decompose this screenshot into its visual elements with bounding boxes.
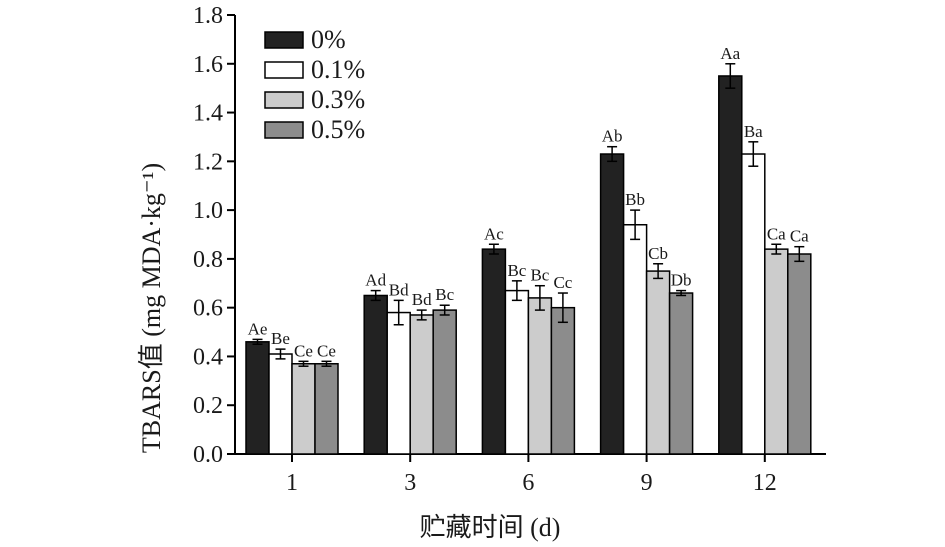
y-tick-label: 0.0	[193, 442, 223, 468]
x-tick-label: 3	[404, 470, 416, 496]
bar	[599, 153, 625, 455]
bar	[764, 248, 789, 455]
legend: 0%0.1%0.3%0.5%	[264, 25, 365, 144]
legend-label: 0%	[311, 25, 346, 54]
bar	[741, 153, 766, 455]
y-tick-label: 0.8	[193, 247, 223, 273]
y-tick-label: 1.8	[193, 3, 223, 29]
bar	[527, 297, 553, 455]
data-label: Ce	[294, 341, 313, 360]
y-tick-label: 1.2	[193, 149, 223, 175]
y-tick-label: 1.6	[193, 52, 223, 78]
x-axis-label: 贮藏时间 (d)	[420, 513, 561, 542]
x-tick-label: 12	[753, 470, 777, 496]
data-label: Bb	[625, 190, 645, 209]
legend-label: 0.1%	[311, 55, 365, 84]
data-label: Aa	[720, 44, 740, 63]
bar	[245, 341, 270, 455]
data-label: Ac	[484, 224, 504, 243]
y-axis-label: TBARS值 (mg MDA·kg⁻¹)	[137, 163, 166, 453]
x-tick-label: 6	[522, 470, 534, 496]
data-label: Be	[271, 329, 290, 348]
data-label: Bc	[530, 266, 549, 285]
y-axis: 0.0 0.2 0.4 0.6 0.8 1.0 1.2 1.4 1.6 1.8	[193, 3, 236, 468]
bar	[386, 311, 411, 455]
data-label: Ca	[790, 227, 809, 246]
legend-label: 0.3%	[311, 85, 365, 114]
data-label: Cc	[553, 273, 572, 292]
data-label: Db	[671, 271, 692, 290]
bar	[622, 223, 648, 455]
data-label: Bd	[389, 280, 409, 299]
data-label: Bc	[507, 261, 526, 280]
x-axis: 1 3 6 9 12	[235, 453, 826, 496]
bar	[718, 75, 743, 455]
data-label: Bd	[412, 290, 432, 309]
y-tick-label: 1.4	[193, 101, 223, 127]
bar	[787, 253, 812, 455]
y-tick-label: 1.0	[193, 198, 223, 224]
bar	[268, 353, 293, 455]
y-tick-label: 0.2	[193, 393, 223, 419]
x-tick-label: 1	[286, 470, 298, 496]
legend-swatch	[264, 31, 304, 49]
x-tick-label: 9	[641, 470, 653, 496]
bar	[550, 306, 576, 455]
data-label: Ca	[767, 224, 786, 243]
data-label: Ae	[248, 319, 268, 338]
bar	[481, 248, 507, 455]
bar	[432, 309, 457, 455]
legend-swatch	[264, 61, 304, 79]
y-tick-label: 0.6	[193, 296, 223, 322]
legend-label: 0.5%	[311, 115, 365, 144]
data-label: Ad	[365, 271, 386, 290]
data-label: Ba	[744, 122, 763, 141]
bar	[291, 363, 316, 455]
bar	[314, 363, 339, 455]
data-label: Cb	[648, 244, 668, 263]
bar	[668, 292, 694, 455]
legend-swatch	[264, 91, 304, 109]
data-label: Ce	[317, 341, 336, 360]
data-label: Bc	[435, 285, 454, 304]
bar	[645, 270, 671, 455]
legend-swatch	[264, 121, 304, 139]
data-label: Ab	[602, 127, 623, 146]
bar	[409, 314, 434, 455]
bar	[363, 294, 388, 455]
bar	[504, 289, 530, 455]
y-tick-label: 0.4	[193, 344, 223, 370]
